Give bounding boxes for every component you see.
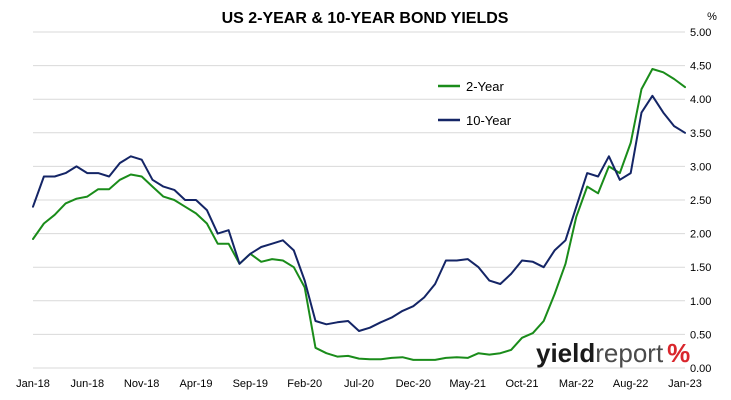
x-axis-tick-labels: Jan-18 Jun-18 Nov-18 Apr-19 Sep-19 Feb-20 Jul-… [16, 378, 702, 390]
y-axis-tick-labels: 0.00 0.50 1.00 1.50 2.00 2.50 3.00 3.50 4.00 4.50… [690, 27, 711, 375]
y-tick-label: 4.00 [690, 94, 711, 106]
x-tick-label: Jul-20 [344, 378, 374, 390]
y-tick-label: 3.50 [690, 128, 711, 140]
x-tick-label: Mar-22 [559, 378, 594, 390]
series-line-2-year [32, 68, 686, 361]
y-tick-label: 0.00 [690, 363, 711, 375]
y-tick-label: 3.00 [690, 161, 711, 173]
y-tick-label: 1.50 [690, 262, 711, 274]
series-lines [32, 68, 686, 361]
legend-label-10-year: 10-Year [466, 113, 512, 128]
yieldreport-logo: yieldreport% [536, 338, 690, 368]
x-tick-label: Feb-20 [287, 378, 322, 390]
legend: 2-Year 10-Year [438, 79, 512, 128]
y-tick-label: 5.00 [690, 27, 711, 39]
y-axis-unit: % [707, 11, 717, 23]
x-tick-label: Nov-18 [124, 378, 159, 390]
gridlines [33, 31, 685, 369]
x-tick-label: Jun-18 [71, 378, 105, 390]
x-tick-label: Jan-18 [16, 378, 50, 390]
x-tick-label: Apr-19 [179, 378, 212, 390]
x-tick-label: Dec-20 [396, 378, 431, 390]
logo-text-report: report [595, 338, 664, 368]
logo-text-yield: yield [536, 338, 595, 368]
x-tick-label: May-21 [449, 378, 486, 390]
logo-percent-sign: % [667, 338, 690, 368]
y-tick-label: 4.50 [690, 61, 711, 73]
y-tick-label: 2.00 [690, 229, 711, 241]
y-tick-label: 2.50 [690, 195, 711, 207]
x-tick-label: Aug-22 [613, 378, 648, 390]
x-tick-label: Oct-21 [505, 378, 538, 390]
y-tick-label: 0.50 [690, 329, 711, 341]
svg-text:yieldreport%: yieldreport% [536, 338, 690, 368]
y-tick-label: 1.00 [690, 296, 711, 308]
legend-label-2-year: 2-Year [466, 79, 504, 94]
series-line-10-year [32, 94, 686, 332]
x-tick-label: Jan-23 [668, 378, 702, 390]
chart-title: US 2-YEAR & 10-YEAR BOND YIELDS [222, 10, 509, 27]
x-tick-label: Sep-19 [233, 378, 268, 390]
